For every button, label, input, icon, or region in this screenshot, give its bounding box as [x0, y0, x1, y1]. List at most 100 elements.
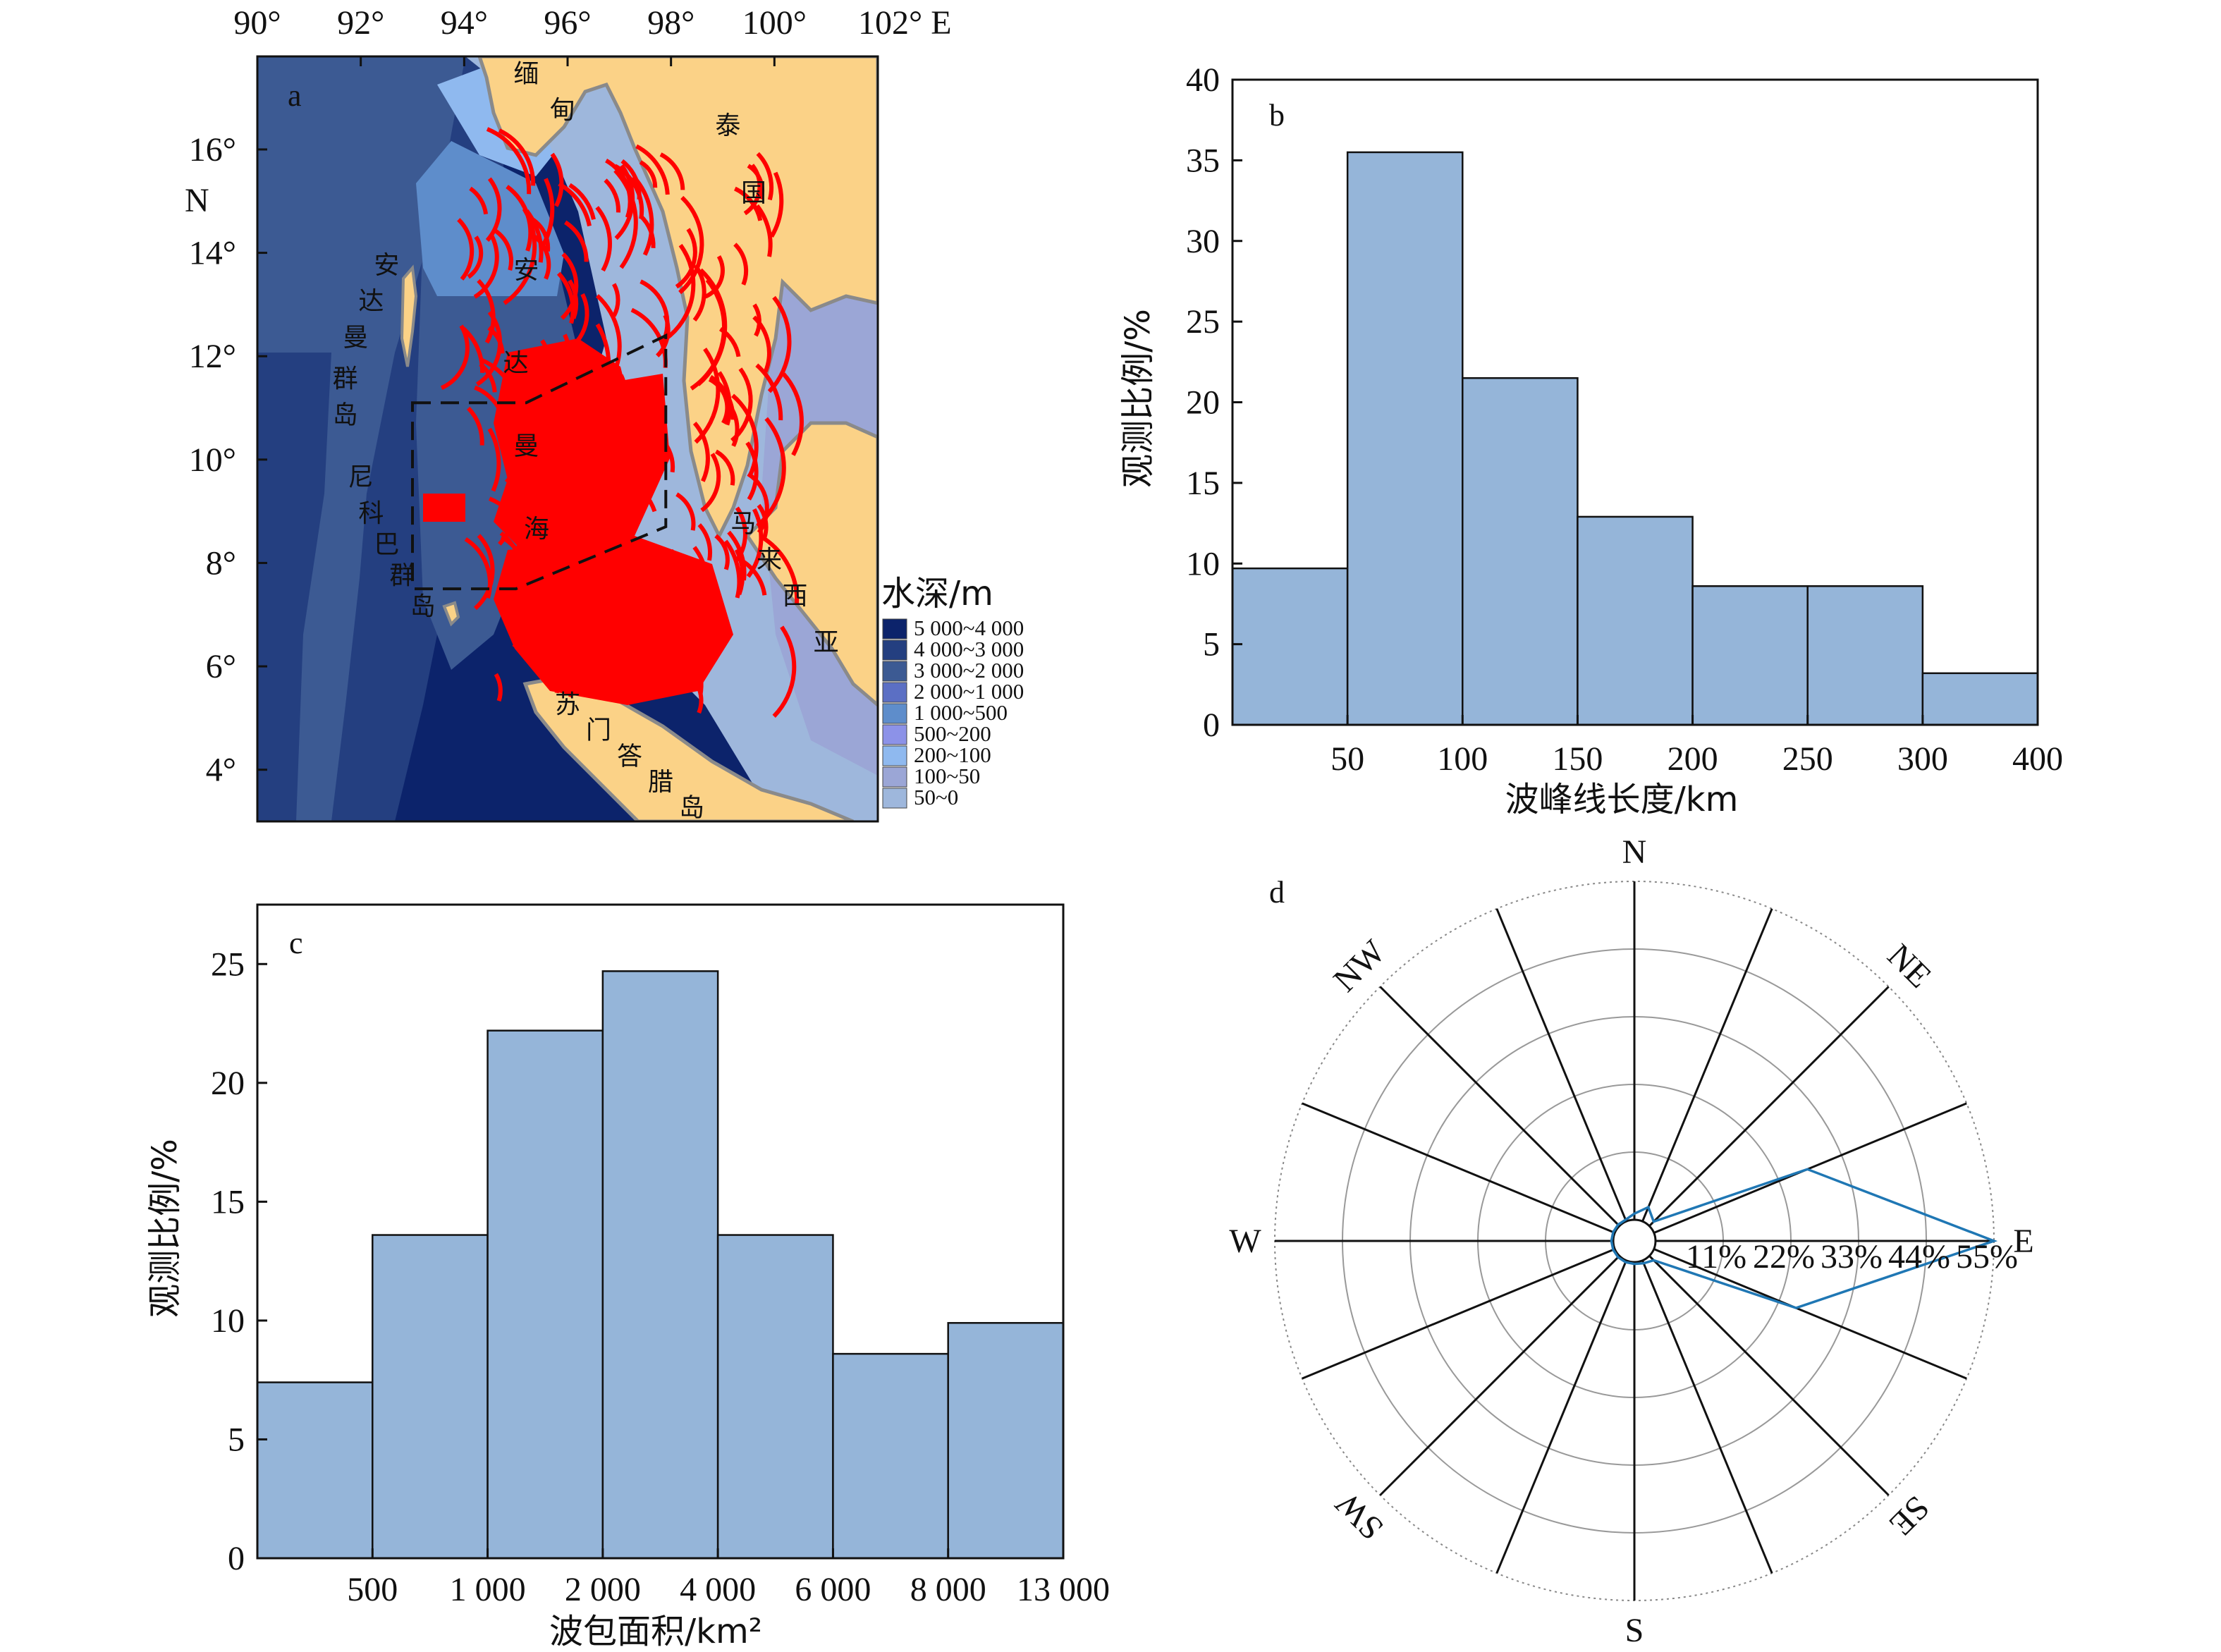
legend-swatch — [882, 766, 907, 788]
compass-label-W: W — [1229, 1223, 1261, 1260]
wave-crest-line — [675, 228, 697, 289]
map-lon-label: 90° — [233, 4, 281, 42]
map-lon-label: 94° — [441, 4, 488, 42]
map-area — [257, 56, 878, 821]
map-place-label: 曼 — [343, 324, 368, 353]
legend-swatch — [882, 682, 907, 703]
wave-crest-line — [697, 523, 713, 561]
bar — [832, 1352, 949, 1560]
x-tick-label: 400 — [2012, 740, 2063, 778]
map-place-label: 达 — [358, 287, 384, 316]
wave-crest-line — [639, 160, 658, 188]
x-tick-label: 1 000 — [450, 1571, 526, 1608]
bar — [1577, 515, 1694, 726]
wave-crest-line — [781, 372, 804, 456]
map-lon-label: 98° — [647, 4, 695, 42]
spoke — [1495, 908, 1627, 1222]
y-tick-label: 40 — [1186, 61, 1220, 99]
wave-crest-line — [772, 625, 797, 718]
direction-polygon — [1610, 1168, 1998, 1309]
ocean-basin-3000 — [257, 56, 465, 821]
compass-label-NE: NE — [1880, 937, 1939, 996]
legend-swatch — [882, 640, 907, 661]
panel-a-map: 90° 92° 94° 96° 98° 100° 102° E 16° 14° 12° 10° 8° 6… — [185, 4, 1024, 823]
wave-crest-line — [612, 283, 620, 317]
legend-label: 100~50 — [914, 764, 980, 788]
wave-crest-line — [457, 218, 475, 281]
bar — [1691, 585, 1809, 726]
wave-crest-line — [755, 363, 783, 421]
map-place-label: 缅 — [513, 60, 539, 89]
x-tick-label: 50 — [1330, 740, 1364, 778]
map-place-label: 尼 — [348, 463, 374, 491]
wave-crest-line — [730, 367, 753, 443]
legend-swatch — [882, 724, 907, 745]
x-tick-label: 250 — [1782, 740, 1833, 778]
legend-label: 200~100 — [914, 742, 991, 767]
map-place-label: 安 — [513, 256, 539, 285]
map-place-label: 腊 — [648, 768, 673, 797]
map-place-label: 岛 — [679, 794, 704, 823]
wave-crest-line — [708, 377, 730, 424]
map-place-label: 群 — [333, 365, 358, 393]
spoke — [1641, 1260, 1773, 1574]
map-place-label: 亚 — [814, 628, 839, 657]
panel-c-histogram: 0 5 10 15 20 25 500 1 000 2 000 4 000 6 000 8 000 13… — [145, 903, 1110, 1651]
bar — [947, 1322, 1065, 1560]
b-ylabel: 观测比例/% — [1118, 309, 1158, 488]
wave-crest-line — [613, 164, 644, 219]
legend-label: 3 000~2 000 — [914, 658, 1024, 683]
panel-letter-d: d — [1269, 875, 1285, 910]
map-place-label: 甸 — [550, 96, 575, 125]
bar — [1231, 567, 1349, 726]
y-tick-label: 15 — [211, 1183, 245, 1220]
map-place-label: 西 — [783, 582, 808, 611]
wave-crest-mass-3 — [494, 536, 733, 705]
wave-crest-line — [694, 347, 721, 444]
x-tick-label: 2 000 — [565, 1571, 641, 1608]
y-tick-label: 0 — [1203, 706, 1220, 744]
bar — [716, 1234, 834, 1560]
wave-crest-line — [486, 127, 532, 195]
compass-label-N: N — [1622, 833, 1647, 871]
wave-crest-line — [604, 178, 620, 213]
wave-crest-line — [474, 534, 495, 611]
map-lat-label: 4° — [206, 752, 236, 789]
wave-crest-line — [675, 492, 696, 531]
spoke — [1379, 1255, 1620, 1496]
wave-crest-line — [760, 535, 800, 604]
x-tick-label: 13 000 — [1017, 1571, 1110, 1608]
wave-crest-line — [733, 186, 763, 221]
map-place-label: 科 — [358, 499, 384, 528]
legend-label: 500~200 — [914, 721, 991, 746]
center-hole — [1612, 1218, 1657, 1264]
wave-crest-line — [479, 362, 497, 393]
panel-letter-c: c — [289, 926, 303, 960]
wave-crest-line — [467, 235, 484, 279]
bar — [487, 1029, 604, 1560]
map-place-label: 群 — [389, 561, 415, 590]
map-place-label: 岛 — [410, 592, 436, 621]
map-lat-label: 8° — [206, 544, 236, 582]
y-tick-label: 10 — [211, 1302, 245, 1340]
compass-label-S: S — [1625, 1612, 1644, 1649]
wave-crest-line — [485, 177, 502, 242]
y-tick-label: 25 — [1186, 303, 1220, 341]
wave-crest-line — [678, 195, 704, 295]
wave-crest-line — [614, 164, 635, 240]
map-lon-label: 100° — [742, 4, 807, 42]
y-tick-label: 15 — [1186, 465, 1220, 502]
x-tick-label: 300 — [1897, 740, 1948, 778]
wave-crest-line — [743, 164, 762, 216]
plot-frame — [256, 903, 1065, 1560]
wave-crest-mass-2 — [494, 374, 670, 564]
wave-crest-line — [469, 186, 489, 215]
x-tick-label: 8 000 — [910, 1571, 986, 1608]
map-place-label: 曼 — [513, 432, 539, 460]
bars-b — [1231, 151, 2039, 726]
panel-b-histogram: 0 5 10 15 20 25 30 35 40 50 100 150 200 250 300 400 b 波… — [1118, 61, 2063, 819]
legend-swatch — [882, 788, 907, 809]
ring-label: 11% — [1686, 1238, 1746, 1275]
wave-crest-line — [635, 144, 670, 195]
wave-crest-line — [639, 214, 656, 248]
